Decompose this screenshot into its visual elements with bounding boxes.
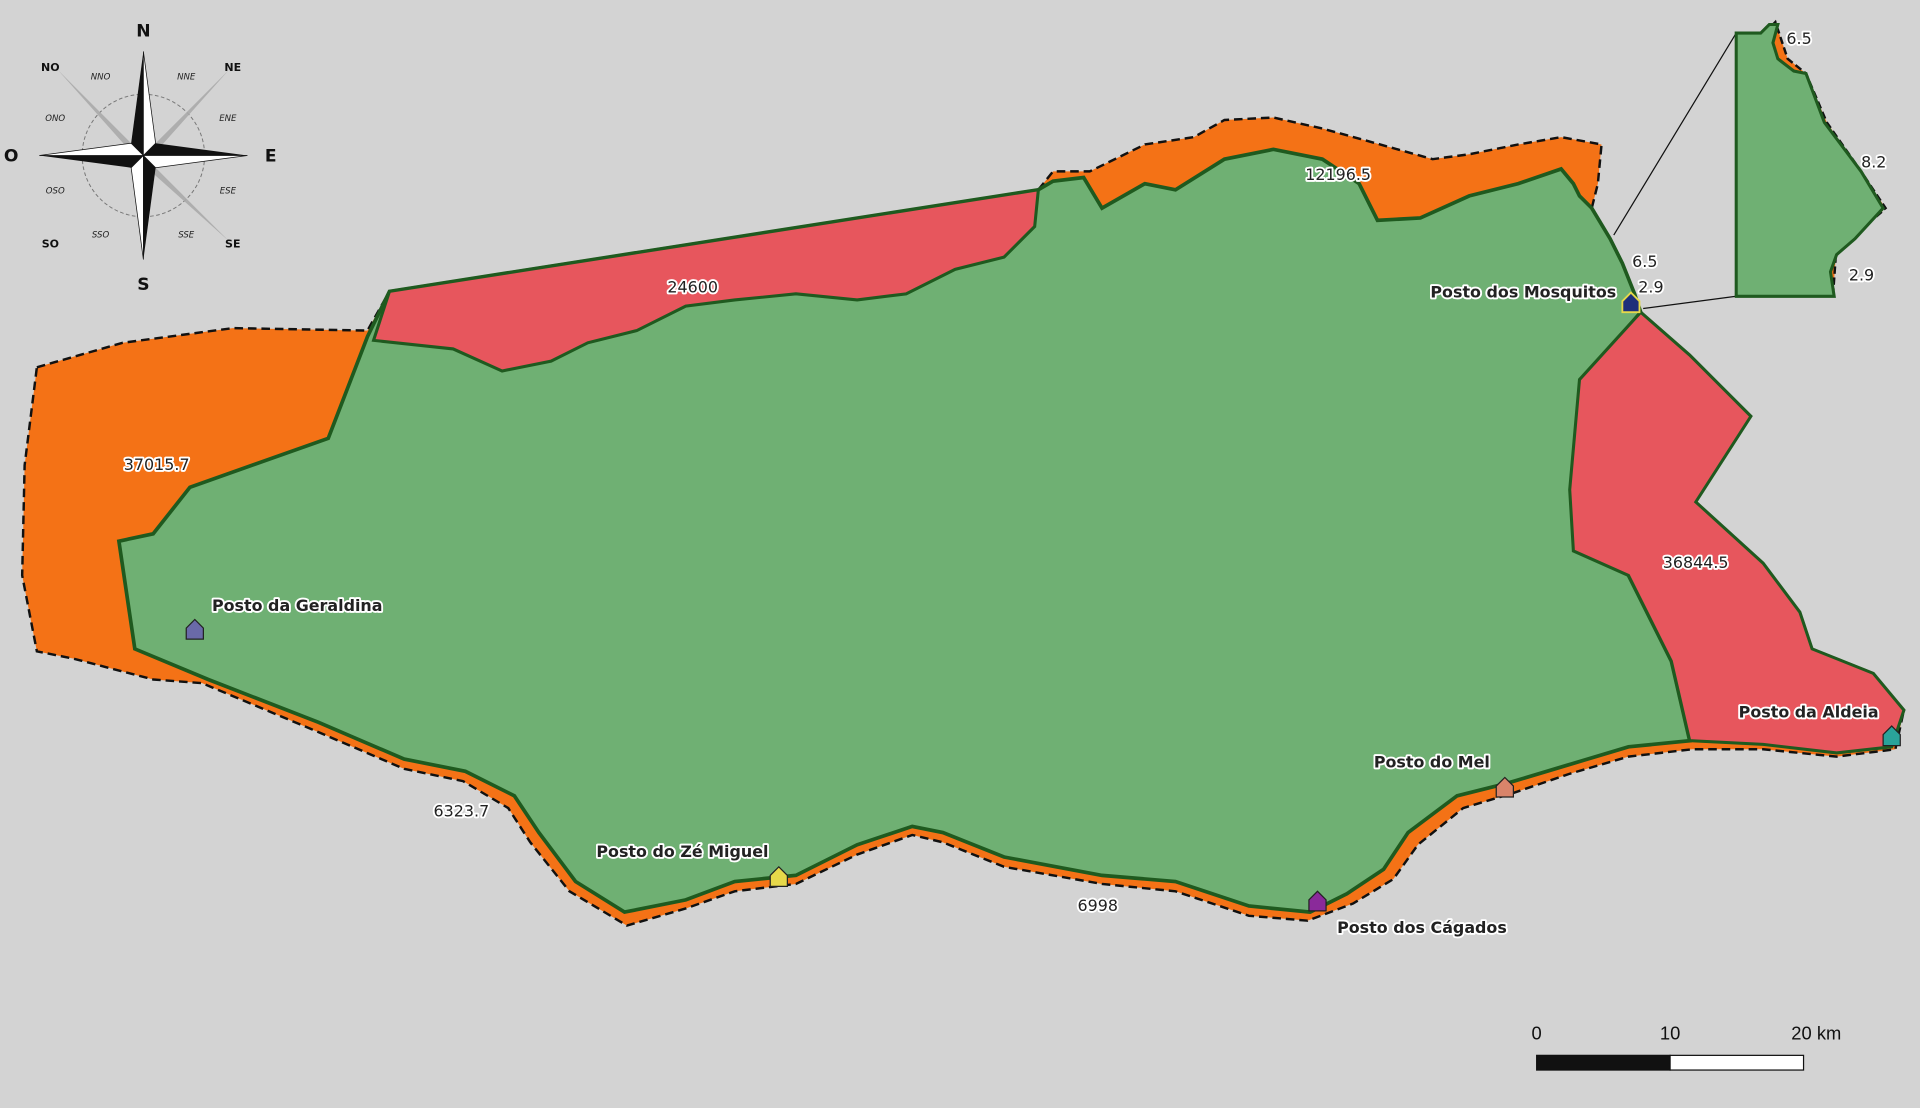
compass-sso: SSO [92, 231, 110, 241]
post-label: Posto dos Mosquitos [1430, 283, 1616, 302]
compass-ne: NE [224, 61, 241, 74]
scale-bar: 0 10 20 km [1532, 1022, 1841, 1071]
compass-oso: OSO [46, 186, 65, 196]
zone-label-northwest: 24600 [667, 278, 718, 297]
house-icon [1621, 291, 1641, 314]
inset-label-bottom: 2.9 [1849, 265, 1874, 284]
zone-red-northwest [371, 187, 1041, 373]
post-geraldina[interactable]: Posto da Geraldina [185, 594, 384, 640]
post-label: Posto da Aldeia [1739, 702, 1879, 721]
zone-label-south: 6998 [1078, 896, 1118, 915]
compass-ese: ESE [220, 186, 237, 196]
compass-so: SO [42, 237, 59, 250]
compass-n: N [136, 22, 150, 42]
zone-label-southwest: 6323.7 [434, 802, 490, 821]
scale-tick-10: 10 [1660, 1022, 1680, 1043]
house-icon [1495, 776, 1514, 798]
zone-label-northeast-b: 2.9 [1638, 278, 1663, 297]
zone-label-east: 36844.5 [1663, 553, 1729, 572]
compass-no: NO [41, 61, 60, 74]
zone-label-north: 12196.5 [1305, 165, 1371, 184]
inset-label-top: 6.5 [1786, 29, 1811, 48]
house-icon [185, 618, 204, 640]
post-cagados[interactable]: Posto dos Cágados [1308, 890, 1509, 939]
post-label: Posto dos Cágados [1337, 918, 1507, 937]
inset-label-middle: 8.2 [1861, 153, 1886, 172]
house-icon [769, 865, 788, 888]
post-label: Posto do Mel [1374, 753, 1490, 772]
compass-nne: NNE [177, 73, 196, 83]
zone-label-northeast-a: 6.5 [1632, 252, 1657, 271]
compass-o: O [4, 147, 19, 167]
post-mel[interactable]: Posto do Mel [1372, 751, 1514, 798]
post-label: Posto do Zé Miguel [596, 842, 768, 861]
compass-rose: N S E O NE NO SE SO NNE NNO ENE ONO ESE … [4, 22, 277, 295]
zone-red-east [1568, 310, 1906, 755]
compass-s: S [137, 275, 149, 295]
inset-map: 6.5 8.2 2.9 [1613, 19, 1888, 310]
compass-ene: ENE [219, 114, 237, 124]
scale-tick-20: 20 km [1791, 1022, 1841, 1043]
post-mosquitos[interactable]: Posto dos Mosquitos [1429, 281, 1641, 314]
post-aldeia[interactable]: Posto da Aldeia [1737, 701, 1901, 747]
compass-se: SE [225, 237, 240, 250]
house-icon [1308, 890, 1327, 912]
scale-tick-0: 0 [1532, 1022, 1542, 1043]
compass-ono: ONO [45, 114, 65, 124]
zone-label-west: 37015.7 [124, 455, 190, 474]
post-label: Posto da Geraldina [212, 596, 383, 615]
house-icon [1882, 725, 1901, 747]
compass-sse: SSE [178, 231, 195, 241]
post-ze-miguel[interactable]: Posto do Zé Miguel [595, 840, 788, 888]
compass-nno: NNO [91, 73, 111, 83]
compass-e: E [265, 147, 277, 167]
